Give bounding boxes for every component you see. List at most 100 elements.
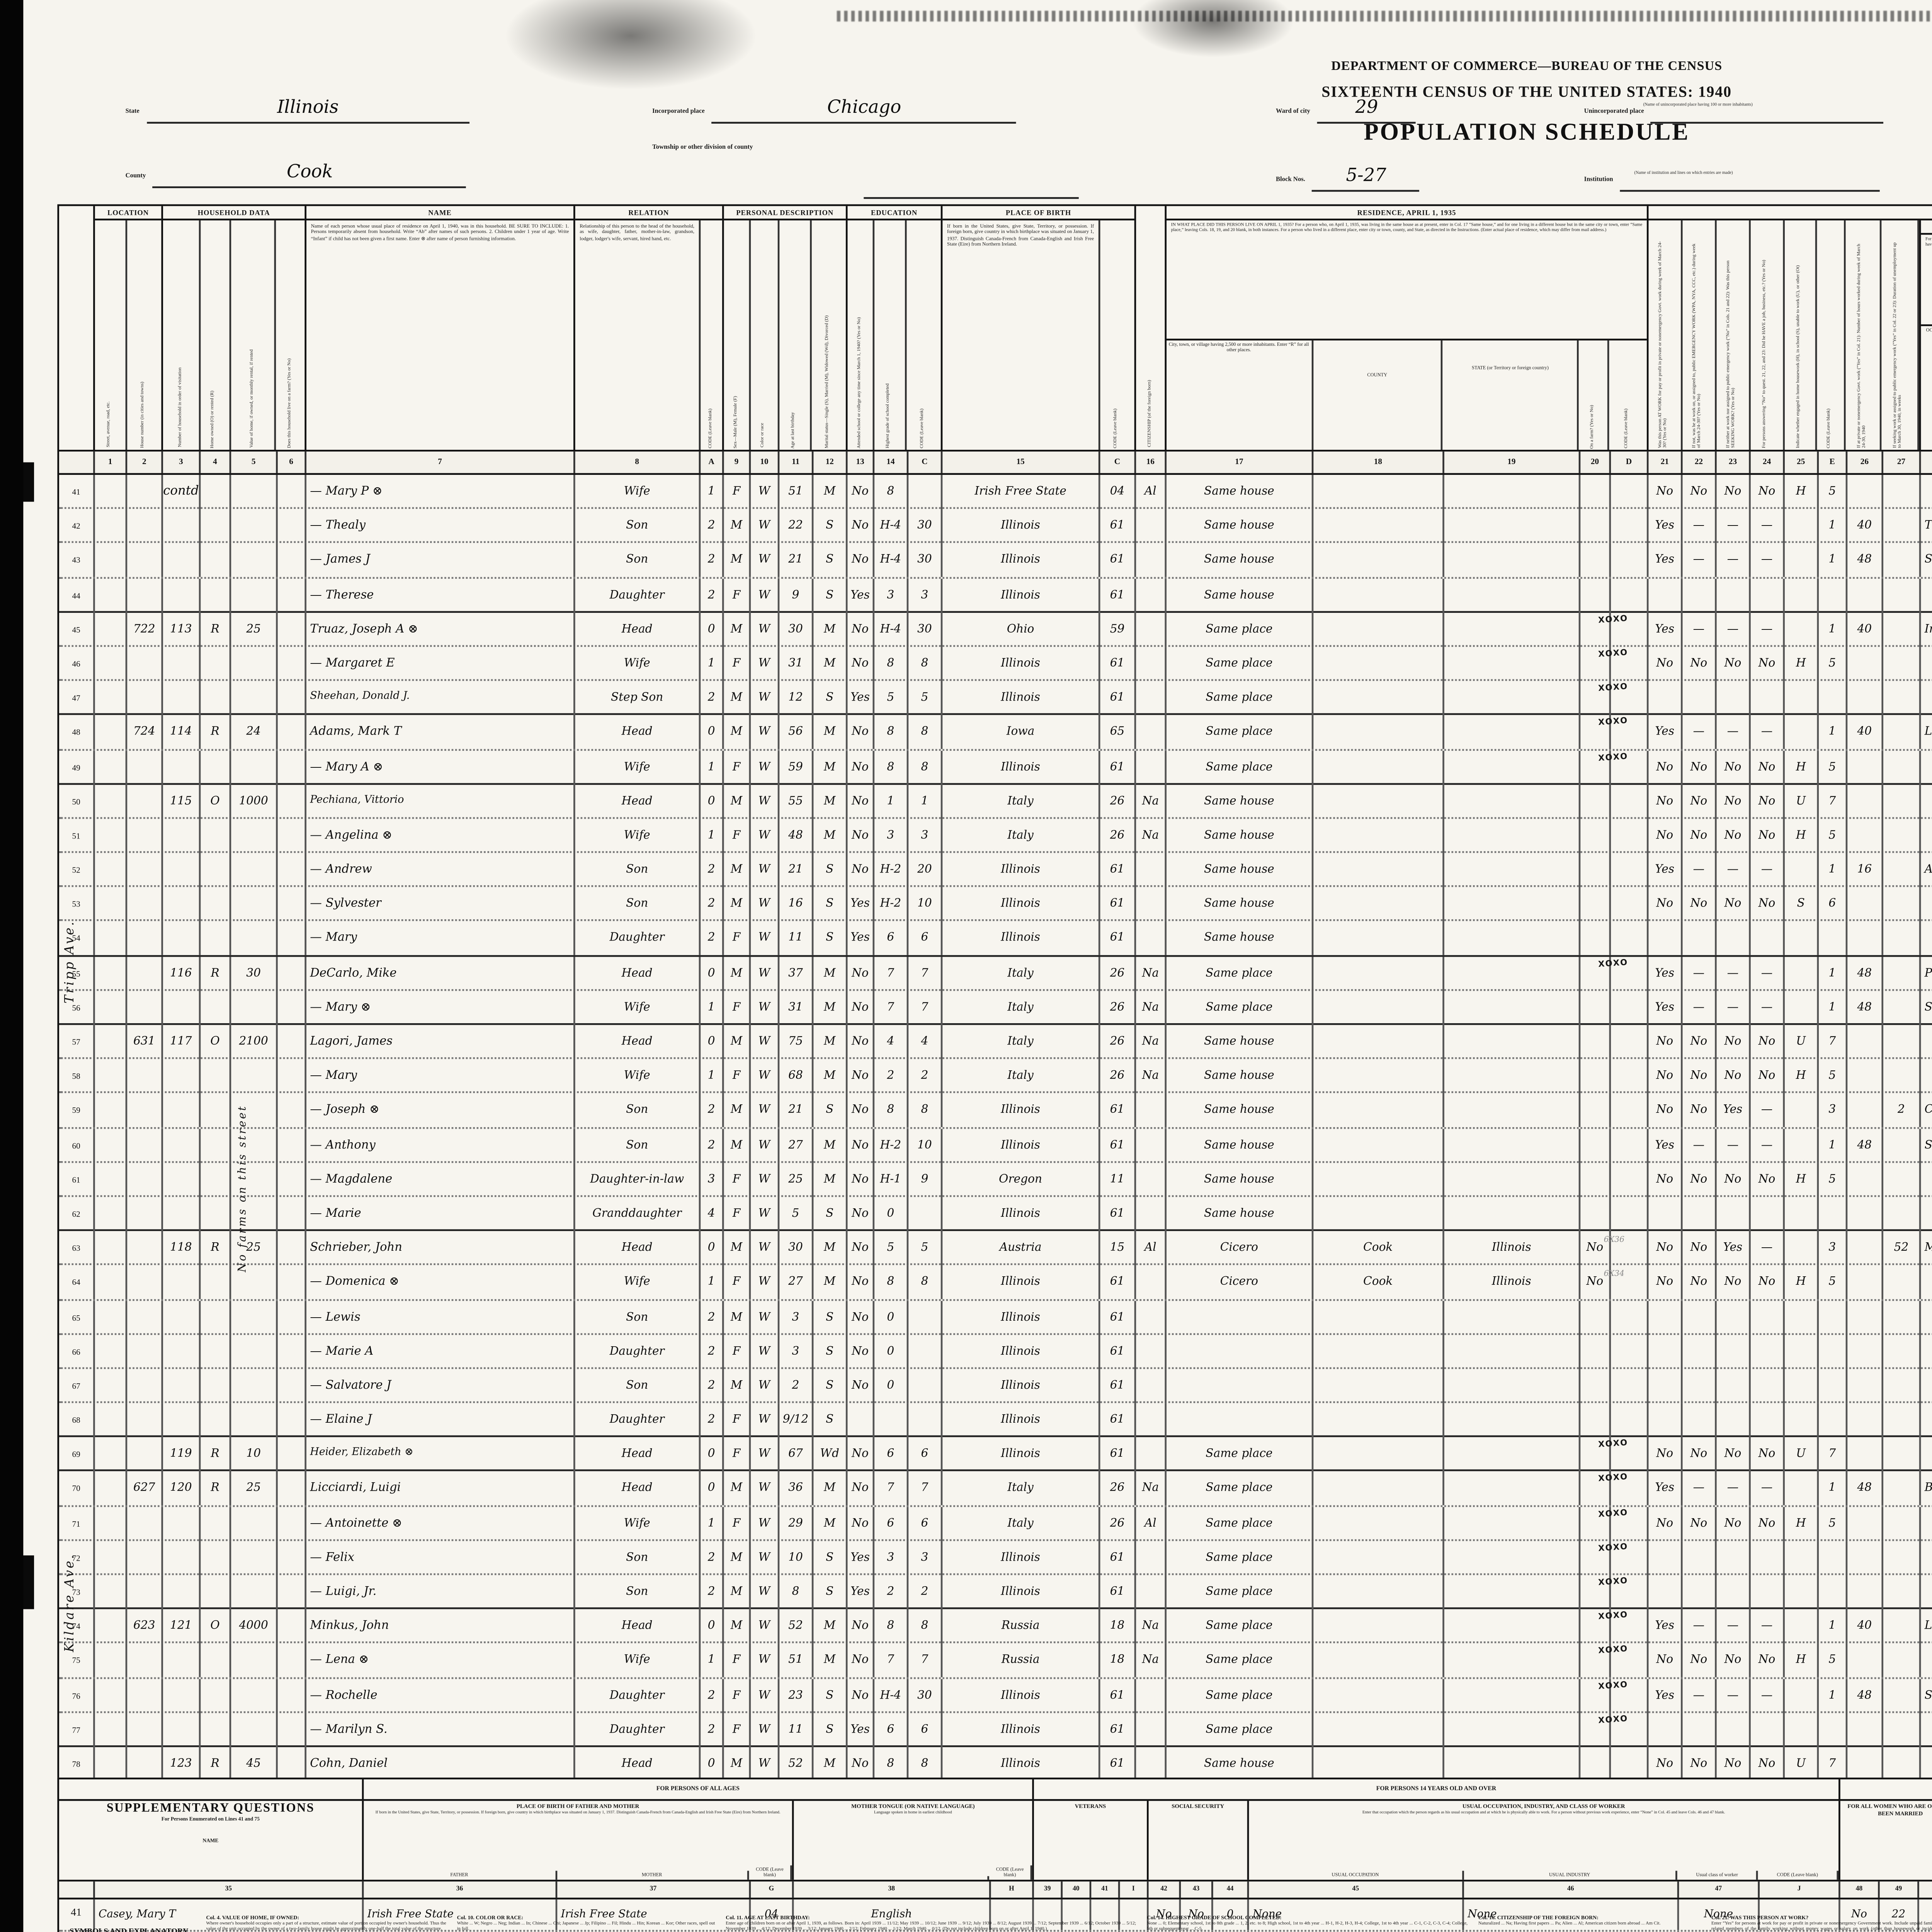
cell-sc: No <box>848 1059 875 1094</box>
cell-rc: W <box>751 990 780 1025</box>
cell-hrs <box>1847 646 1884 681</box>
cell-ln: 51 <box>59 818 95 853</box>
cell-e21: No <box>1649 1059 1683 1094</box>
cell-occ: Seamstress <box>1921 991 1932 1025</box>
supp-over14-header: FOR PERSONS 14 YEARS OLD AND OVER <box>1034 1779 1840 1799</box>
cell-ml: M <box>813 612 848 646</box>
cell-hh <box>163 1713 201 1747</box>
column-label-text: Attended school or college any time sinc… <box>855 316 861 448</box>
cell-sc: No <box>848 1506 875 1541</box>
cell-fm <box>1580 474 1611 509</box>
cell-ra: 2 <box>701 1369 724 1403</box>
cell-bc: 61 <box>1100 887 1136 922</box>
cell-occ: Salesman <box>1921 544 1932 578</box>
cell-f6 <box>278 1059 307 1094</box>
block-label: Block Nos. <box>1276 175 1305 183</box>
cell-e25 <box>1785 1575 1819 1609</box>
cell-f6 <box>278 543 307 578</box>
cell-hn <box>127 681 163 715</box>
note-body: None ... 0; Elementary school, 1st to 8t… <box>1147 1921 1468 1932</box>
cell-val <box>231 1403 278 1437</box>
cell-ec: 30 <box>908 509 943 544</box>
cell-rc: W <box>751 1437 780 1472</box>
cell-ee: 5 <box>1819 1644 1848 1678</box>
cell-ag: 12 <box>779 681 814 715</box>
cell-or: O <box>201 1025 231 1059</box>
cell-ee: 1 <box>1819 543 1848 578</box>
cell-nm: — Marie <box>306 1197 575 1231</box>
cell-nm: — Joseph ⊗ <box>306 1094 575 1128</box>
cell-st <box>95 1678 128 1713</box>
cell-hrs <box>1847 1747 1884 1781</box>
cell-dur: 52 <box>1883 1231 1921 1265</box>
cell-ra: 2 <box>701 922 724 956</box>
occupation-group-title: OCCUPATION, INDUSTRY, AND CLASS OF WORKE… <box>1921 220 1932 235</box>
cell-hh: 113 <box>163 612 201 646</box>
cell-e25: U <box>1785 784 1819 818</box>
cell-val <box>231 681 278 715</box>
cell-e21: Yes <box>1649 1678 1683 1713</box>
cell-hn <box>127 1575 163 1609</box>
cell-hh <box>163 853 201 887</box>
cell-st <box>95 818 128 853</box>
schedule-row-line-47: 47 Sheehan, Donald J. Step Son 2 M W 12 S Yes 5 5 I… <box>59 681 1932 716</box>
cell-fm <box>1580 818 1611 853</box>
supp-group-women: FOR ALL WOMEN WHO ARE OR HAVE BEEN MARRI… <box>1840 1801 1932 1880</box>
cell-ra: 0 <box>701 956 724 990</box>
schedule-row-line-65: 65— LewisSon2MW3SNo0Illinois6165 <box>59 1300 1932 1335</box>
cell-ec: 8 <box>908 1265 943 1300</box>
group-title: PERSONAL DESCRIPTION <box>724 206 846 221</box>
cell-hrs <box>1847 750 1884 784</box>
cell-e23: No <box>1717 887 1751 922</box>
cell-hrs <box>1847 1094 1884 1128</box>
residence-farm-col: On a farm? (Yes or No) <box>1579 340 1609 450</box>
supp-group-note: Enter that occupation which the person r… <box>1362 1811 1725 1815</box>
cell-bc: 11 <box>1100 1162 1136 1197</box>
cell-sc: No <box>848 1644 875 1678</box>
cell-e24: No <box>1751 1437 1785 1472</box>
cell-fm <box>1580 750 1611 784</box>
cell-st <box>95 1713 128 1747</box>
cell-dur <box>1883 1197 1921 1231</box>
cell-r2 <box>1313 681 1444 715</box>
cell-gr: 8 <box>874 1747 909 1781</box>
cell-dc: XOXO <box>1598 681 1649 715</box>
supp-column-number: 50 <box>1919 1881 1932 1898</box>
cell-dc: XOXO <box>1598 1541 1649 1575</box>
cell-ag: 11 <box>779 922 814 956</box>
supp-group-note: If born in the United States, give State… <box>375 1811 781 1815</box>
cell-or <box>201 990 231 1025</box>
ward-value: 29 <box>1355 99 1378 119</box>
cell-sx: M <box>724 887 751 922</box>
cell-hh: 116 <box>163 956 201 990</box>
cell-ag: 52 <box>779 1747 814 1781</box>
cell-rc: W <box>751 715 780 750</box>
cell-e22: — <box>1683 1609 1717 1644</box>
cell-r3 <box>1444 543 1581 578</box>
cell-or <box>201 1059 231 1094</box>
cell-val <box>231 474 278 509</box>
column-number: 27 <box>1883 451 1921 473</box>
cell-bc: 61 <box>1100 1369 1136 1403</box>
cell-ec <box>908 1403 943 1437</box>
cell-val <box>231 1678 278 1713</box>
cell-e23: No <box>1717 1162 1751 1197</box>
cell-dur <box>1883 818 1921 853</box>
cell-ln: 65 <box>59 1300 95 1334</box>
symbols-title: SYMBOLS AND EXPLANATORY NOTES <box>70 1926 189 1932</box>
occupation-col-label: OCCUPATION — Trade, profession, or parti… <box>1921 326 1932 450</box>
cell-ml: S <box>813 1334 848 1369</box>
cell-rc: W <box>751 887 780 922</box>
cell-r3 <box>1444 578 1581 612</box>
cell-bp: Illinois <box>942 1575 1100 1609</box>
cell-f6 <box>278 853 307 887</box>
cell-e25: H <box>1785 1059 1819 1094</box>
cell-ml: S <box>813 1197 848 1231</box>
cell-rel: Head <box>575 1025 701 1059</box>
schedule-row-line-74: 74 623 121 O 4000 Minkus, John Head 0 M W 52 M No 8 8 R… <box>59 1609 1932 1644</box>
cell-rel: Wife <box>575 1265 701 1300</box>
cell-ra: 2 <box>701 1128 724 1162</box>
cell-e23: Yes <box>1717 1231 1751 1265</box>
cell-hrs <box>1847 1265 1884 1300</box>
cell-ln: 74 <box>59 1609 95 1644</box>
